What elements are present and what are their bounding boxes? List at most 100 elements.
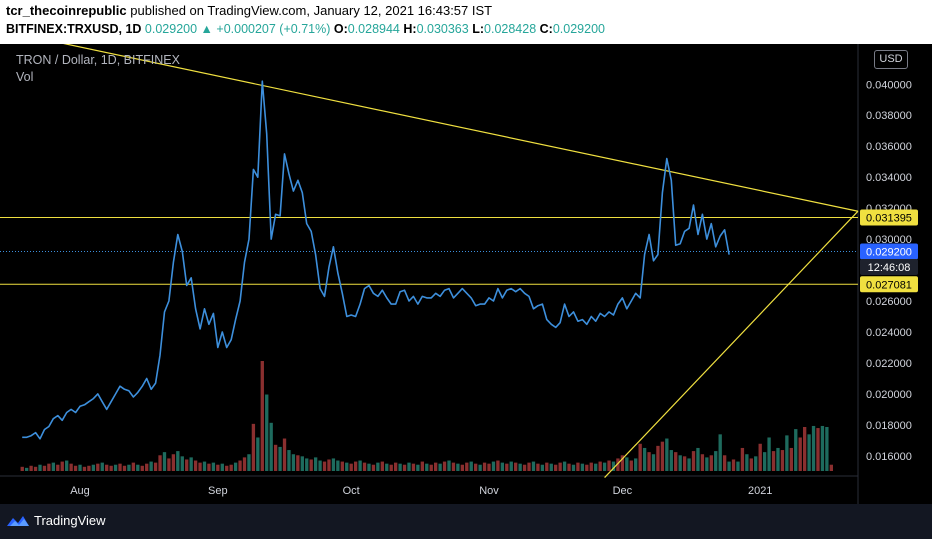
volume-bar — [438, 463, 442, 471]
price-label-text: 0.031395 — [866, 212, 912, 224]
price-chart[interactable]: 0.0400000.0380000.0360000.0340000.032000… — [0, 44, 932, 504]
volume-bar — [651, 454, 656, 471]
price-label-box — [860, 209, 918, 226]
volume-bar — [509, 461, 513, 471]
x-tick-label: Nov — [479, 485, 499, 497]
volume-bar — [762, 452, 767, 471]
volume-bar — [29, 465, 33, 471]
publish-line: tcr_thecoinrepublic published on Trading… — [6, 3, 492, 18]
volume-bar — [451, 462, 456, 471]
volume-bar — [491, 461, 496, 471]
volume-bar — [709, 455, 713, 471]
price-change: ▲ +0.000207 (+0.71%) — [200, 22, 331, 36]
volume-bar — [185, 459, 189, 471]
volume-bar — [282, 438, 287, 471]
volume-bar — [647, 452, 651, 471]
volume-bar — [434, 462, 438, 471]
volume-bar — [87, 465, 91, 471]
volume-bar — [487, 463, 491, 471]
volume-bar — [127, 464, 131, 471]
volume-bar — [389, 464, 393, 471]
tradingview-brand[interactable]: TradingView — [34, 513, 106, 528]
volume-bar — [251, 423, 256, 471]
volume-bar — [211, 462, 216, 471]
volume-bar — [518, 463, 522, 471]
volume-bar — [193, 460, 198, 471]
volume-bar — [65, 460, 69, 471]
y-tick-label: 0.026000 — [866, 296, 912, 308]
y-tick-label: 0.030000 — [866, 234, 912, 246]
x-axis-ticks: Aug Sep Oct Nov Dec 2021 — [70, 485, 772, 497]
volume-bar — [278, 446, 282, 471]
symbol-label[interactable]: BITFINEX:TRXUSD, 1D — [6, 22, 142, 36]
volume-bar — [660, 441, 665, 471]
volume-bar — [545, 462, 549, 471]
volume-bar — [291, 454, 296, 471]
volume-bar — [167, 458, 171, 471]
close-value: 0.029200 — [552, 22, 605, 36]
trendline-descending[interactable] — [0, 44, 859, 212]
price-line[interactable] — [22, 80, 730, 440]
volume-bar — [38, 464, 42, 471]
volume-bar — [296, 455, 300, 471]
volume-bar — [527, 462, 531, 471]
low-value: 0.028428 — [484, 22, 537, 36]
volume-bar — [678, 455, 682, 471]
price-label-text: 0.029200 — [866, 246, 912, 258]
y-tick-label: 0.016000 — [866, 451, 912, 463]
volume-bar — [358, 460, 362, 471]
volume-bar — [558, 462, 562, 471]
volume-bar — [367, 463, 371, 471]
volume-bar — [180, 456, 184, 471]
chart-area[interactable]: 0.040000 0.038000 0.036000 0.034000 0.032000… — [0, 44, 932, 504]
volume-bar — [629, 460, 633, 471]
tradingview-logo-icon — [7, 516, 29, 526]
horizontal-levels — [0, 216, 858, 285]
volume-bar — [536, 463, 540, 471]
volume-bar — [349, 463, 353, 471]
volume-bar — [705, 457, 709, 471]
volume-bar — [758, 443, 762, 471]
volume-bar — [207, 463, 211, 471]
volume-bar — [474, 463, 478, 471]
volume-bar — [611, 461, 616, 471]
volume-bar — [113, 464, 118, 471]
volume-bar — [247, 454, 251, 471]
volume-bar — [345, 462, 349, 471]
volume-bar — [153, 462, 158, 471]
x-tick-label: 2021 — [748, 485, 772, 497]
volume-bar — [82, 466, 87, 471]
volume-bar — [607, 460, 611, 471]
volume-bar — [158, 455, 162, 471]
volume-bar — [229, 464, 233, 471]
volume-bar — [585, 464, 589, 471]
volume-bar — [731, 459, 736, 471]
volume-bar — [216, 464, 220, 471]
volume-bar — [562, 461, 567, 471]
author-name[interactable]: tcr_thecoinrepublic — [6, 3, 127, 18]
volume-bar — [385, 463, 389, 471]
y-tick-label: 0.040000 — [866, 79, 912, 91]
x-tick-label: Aug — [70, 485, 90, 497]
currency-badge[interactable]: USD — [874, 50, 908, 69]
volume-bar — [496, 460, 500, 471]
volume-bar — [96, 463, 100, 471]
volume-bar — [798, 437, 802, 471]
legend-volume[interactable]: Vol — [16, 70, 34, 84]
volume-bar — [602, 462, 607, 471]
volume-bar — [56, 464, 60, 471]
legend-title[interactable]: TRON / Dollar, 1D, BITFINEX — [16, 53, 180, 67]
volume-bar — [460, 464, 465, 471]
y-tick-label: 0.024000 — [866, 327, 912, 339]
volume-bar — [265, 394, 269, 471]
volume-bar — [785, 435, 789, 471]
volume-bar — [465, 462, 469, 471]
y-tick-label: 0.036000 — [866, 141, 912, 153]
volume-bar — [331, 458, 336, 471]
trendline-ascending[interactable] — [604, 210, 859, 478]
trendlines[interactable] — [0, 44, 859, 478]
volume-bar — [598, 461, 602, 471]
open-value: 0.028944 — [347, 22, 400, 36]
volume-bar — [376, 462, 380, 471]
volume-bar — [51, 462, 56, 471]
